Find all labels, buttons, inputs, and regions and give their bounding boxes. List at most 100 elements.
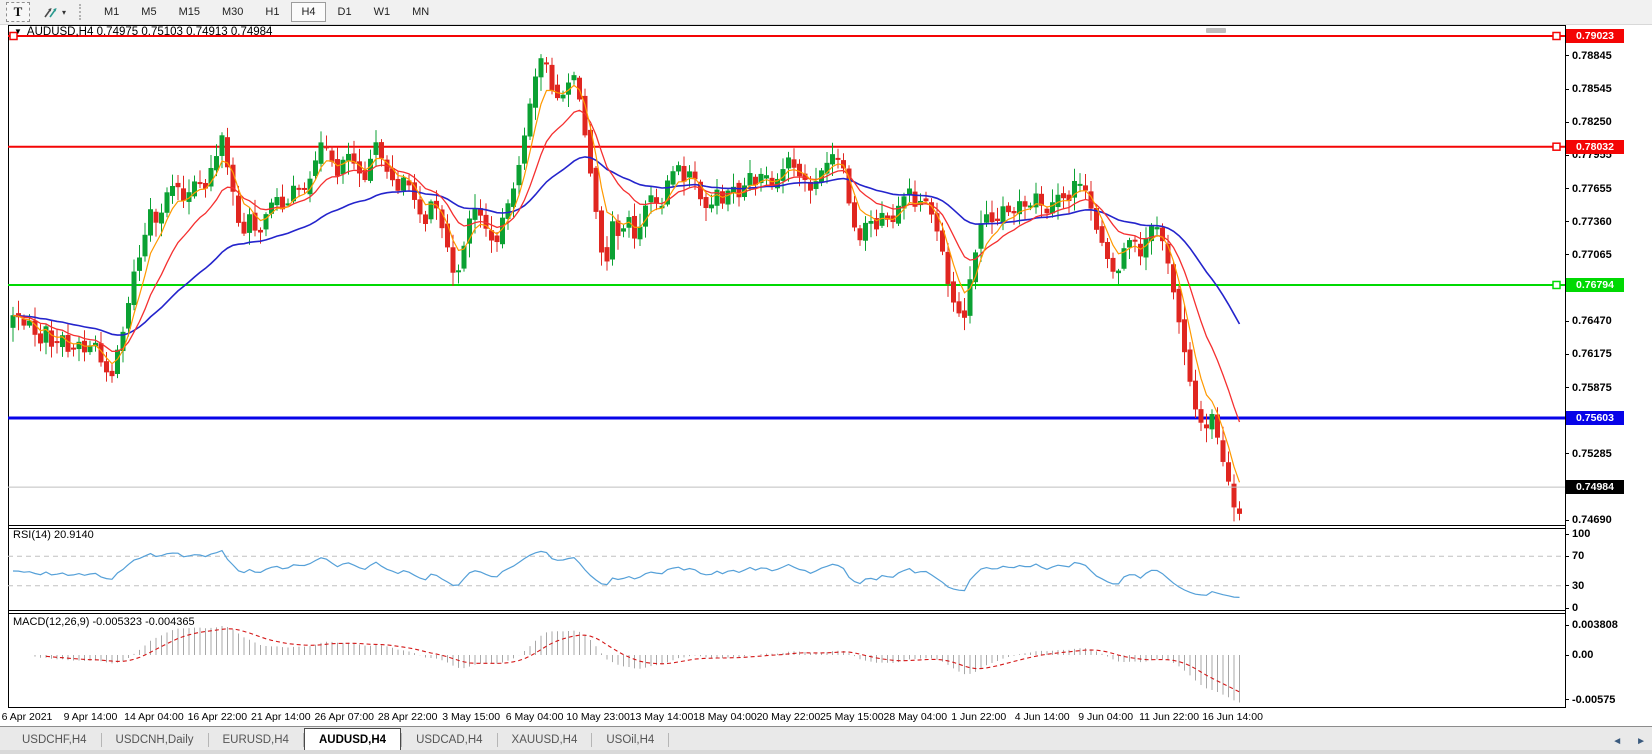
- date-tick: 6 Apr 2021: [1, 711, 53, 723]
- chart-tab-usdcad-h4[interactable]: USDCAD,H4: [416, 734, 483, 746]
- timeframe-button-m15[interactable]: M15: [178, 6, 200, 18]
- chart-tab-usdcnh-daily[interactable]: USDCNH,Daily: [115, 734, 194, 746]
- tab-separator: [207, 733, 209, 747]
- macd-tick-0.003808: 0.003808: [1572, 619, 1618, 632]
- tab-separator: [401, 733, 403, 747]
- chart-tabs: USDCHF,H4 USDCNH,Daily EURUSD,H4 AUDUSD,H4 U…: [8, 728, 670, 751]
- level-lines: [8, 31, 1565, 420]
- date-tick: 13 May 14:00: [629, 711, 694, 723]
- chart-ohlc-values: 0.74975 0.75103 0.74913 0.74984: [96, 26, 273, 38]
- price-tick-0.76175-dash: [1565, 353, 1569, 355]
- date-tick: 6 May 04:00: [505, 711, 564, 723]
- date-tick: 10 May 23:00: [566, 711, 630, 723]
- price-tick-0.74690-dash: [1565, 519, 1569, 521]
- date-tick: 28 May 04:00: [883, 711, 948, 723]
- price-tick-0.76175: 0.76175: [1572, 348, 1612, 361]
- pane-borders: [8, 25, 1566, 708]
- level-handle-0.79023[interactable]: [9, 31, 18, 41]
- rsi-tick-30: 30: [1572, 579, 1585, 592]
- level-badge-0.79023: 0.79023: [1566, 29, 1624, 43]
- timeframe-button-w1[interactable]: W1: [373, 6, 391, 18]
- chart-tab-usdchf-h4[interactable]: USDCHF,H4: [22, 734, 87, 746]
- chart-tab-usoil-h4[interactable]: USOil,H4: [606, 734, 655, 746]
- date-tick: 25 May 15:00: [820, 711, 884, 723]
- tab-nav: ◄ ►: [1612, 736, 1646, 747]
- rsi-label: RSI(14) 20.9140: [13, 529, 94, 541]
- level-handle-0.78032[interactable]: [1552, 142, 1561, 151]
- text-tool-button[interactable]: T: [6, 2, 30, 22]
- price-tick-0.78250: 0.78250: [1572, 116, 1612, 129]
- timeframe-button-h1[interactable]: H1: [265, 6, 280, 18]
- price-tick-0.76470-dash: [1565, 320, 1569, 322]
- timeframe-button-d1[interactable]: D1: [337, 6, 352, 18]
- price-tick-0.78845: 0.78845: [1572, 49, 1612, 62]
- level-handle-0.76794[interactable]: [1552, 280, 1561, 290]
- macd-label: MACD(12,26,9) -0.005323 -0.004365: [13, 616, 195, 628]
- timeframe-button-h4[interactable]: H4: [291, 2, 326, 22]
- macd-signal-line: [45, 628, 1240, 693]
- tab-scroll-right-icon[interactable]: ►: [1636, 736, 1646, 747]
- date-tick: 16 Jun 14:00: [1202, 711, 1263, 723]
- tab-separator: [591, 733, 593, 747]
- price-tick-0.76470: 0.76470: [1572, 315, 1612, 328]
- objects-tool-button[interactable]: ▾: [40, 2, 69, 22]
- price-tick-0.77955-dash: [1565, 154, 1569, 156]
- macd-tick-0.003808-dash: [1565, 624, 1569, 626]
- chart-symbol-label: AUDUSD,H4: [26, 26, 94, 38]
- date-tick: 11 Jun 22:00: [1139, 711, 1200, 723]
- chart-dropdown-icon[interactable]: ▼: [14, 27, 22, 36]
- tab-separator: [668, 733, 670, 747]
- chart-tab-eurusd-h4[interactable]: EURUSD,H4: [222, 734, 289, 746]
- date-tick: 9 Jun 04:00: [1078, 711, 1134, 723]
- price-tick-0.75285-dash: [1565, 453, 1569, 455]
- chart-hscroll-thumb[interactable]: [1206, 28, 1226, 33]
- rsi-tick-0-dash: [1565, 607, 1569, 609]
- price-tick-0.78845-dash: [1565, 55, 1569, 57]
- status-strip: [0, 750, 1652, 754]
- rsi-tick-100-dash: [1565, 533, 1569, 535]
- ma-fast-line: [12, 84, 1241, 483]
- tab-separator: [302, 733, 304, 747]
- chart-title: ▼ AUDUSD,H4 0.74975 0.75103 0.74913 0.74…: [14, 26, 272, 38]
- chevron-down-icon[interactable]: ▾: [62, 7, 67, 17]
- price-tick-0.77360-dash: [1565, 221, 1569, 223]
- level-handle-0.79023[interactable]: [1552, 31, 1561, 41]
- chart-tab-audusd-h4[interactable]: AUDUSD,H4: [303, 728, 402, 751]
- price-tick-0.75875-dash: [1565, 387, 1569, 389]
- price-tick-0.75875: 0.75875: [1572, 381, 1612, 394]
- macd-tick-0.00: 0.00: [1572, 649, 1594, 661]
- timeframe-button-mn[interactable]: MN: [412, 6, 430, 18]
- rsi-tick-0: 0: [1572, 602, 1579, 614]
- rsi-tick-100: 100: [1572, 528, 1591, 540]
- price-tick-0.78250-dash: [1565, 121, 1569, 123]
- date-tick: 3 May 15:00: [442, 711, 501, 723]
- price-tick-0.77360: 0.77360: [1572, 215, 1612, 228]
- level-badge-0.76794: 0.76794: [1566, 277, 1624, 292]
- level-badge-0.75603: 0.75603: [1566, 411, 1624, 426]
- tab-scroll-left-icon[interactable]: ◄: [1612, 736, 1623, 747]
- timeframe-button-m5[interactable]: M5: [141, 6, 157, 18]
- rsi-tick-70: 70: [1572, 550, 1585, 563]
- date-tick: 18 May 04:00: [693, 711, 757, 723]
- level-badge-0.78032: 0.78032: [1566, 139, 1624, 154]
- price-tick-0.78545: 0.78545: [1572, 83, 1612, 96]
- macd-tick--0.00575-dash: [1565, 699, 1569, 701]
- chart-tab-bar: USDCHF,H4 USDCNH,Daily EURUSD,H4 AUDUSD,H4 U…: [0, 726, 1652, 751]
- timeframe-button-m30[interactable]: M30: [221, 6, 244, 18]
- timeframe-button-group: M1 M5 M15 M30 H1 H4 D1 W1 MN: [93, 2, 440, 22]
- macd-tick--0.00575: -0.00575: [1572, 693, 1616, 706]
- price-tick-0.75285: 0.75285: [1572, 447, 1612, 460]
- date-tick: 21 Apr 14:00: [251, 711, 311, 723]
- date-tick: 4 Jun 14:00: [1014, 711, 1070, 723]
- macd-histogram: [34, 625, 1240, 703]
- arrows-tool-icon: [43, 5, 59, 19]
- date-tick: 9 Apr 14:00: [63, 711, 118, 723]
- timeframe-button-m1[interactable]: M1: [104, 6, 120, 18]
- tab-separator: [496, 733, 498, 747]
- bid-price-badge: 0.74984: [1566, 480, 1624, 495]
- ma-mid-line: [12, 109, 1241, 423]
- chart-tab-xauusd-h4[interactable]: XAUUSD,H4: [511, 734, 578, 746]
- price-tick-0.77065: 0.77065: [1572, 248, 1612, 261]
- macd-tick-0.00-dash: [1565, 654, 1569, 656]
